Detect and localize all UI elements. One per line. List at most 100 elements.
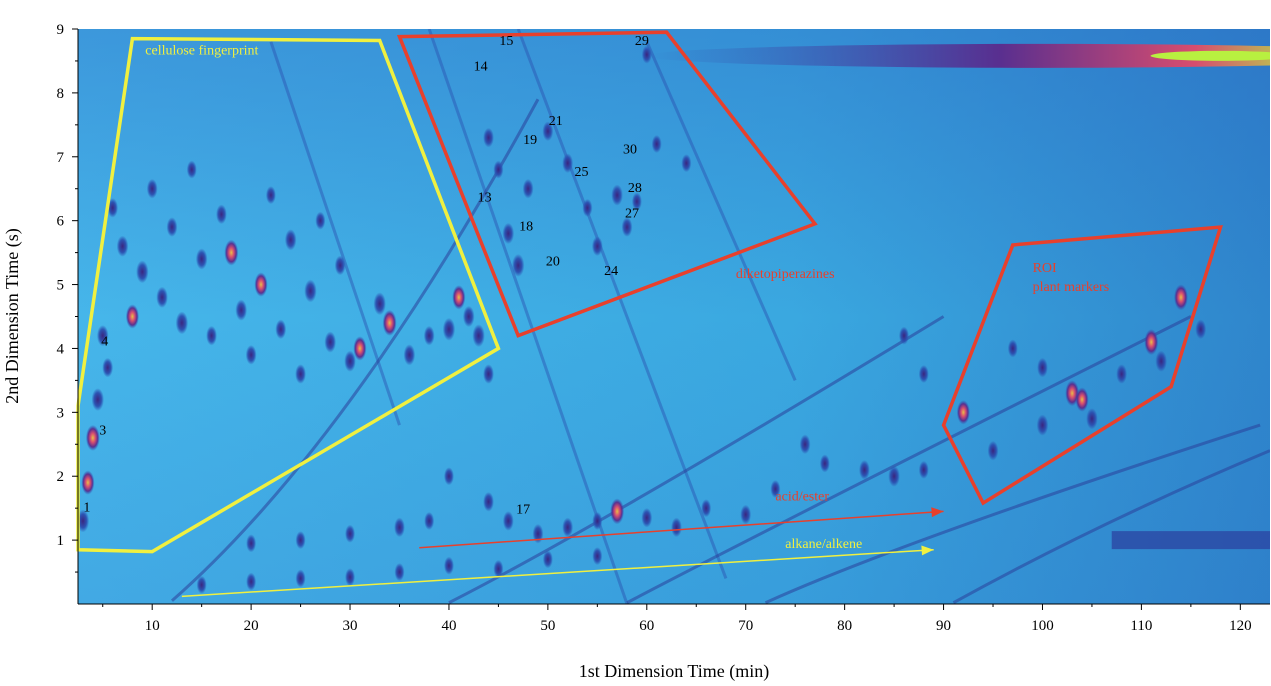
peak-82: [394, 563, 405, 582]
peak-91: [1075, 387, 1089, 412]
trend-arrow-head-1: [921, 545, 934, 556]
bleed-arc-2: [626, 315, 1192, 604]
x-tick-label-110: 110: [1130, 618, 1152, 634]
arrow-layer: acid/ester alkane/alkene: [181, 490, 944, 598]
x-tick-label-100: 100: [1031, 618, 1054, 634]
peak-number-label-28: 28: [628, 181, 642, 196]
region-outline-2: [941, 225, 1223, 506]
peak-39: [472, 324, 485, 348]
plot-background-shade: [78, 29, 1270, 604]
peak-64: [532, 523, 544, 544]
y-tick-label-6: 6: [57, 214, 65, 230]
peak-number-label-3: 3: [99, 424, 106, 439]
peak-23: [275, 319, 287, 340]
peak-44: [511, 253, 525, 277]
peak-93: [1116, 364, 1128, 384]
peak-47: [562, 153, 574, 173]
trend-arrow-line-0: [419, 510, 944, 549]
y-tick-label-1: 1: [57, 533, 65, 549]
peak-97: [1195, 319, 1207, 340]
peak-69: [671, 517, 682, 538]
peak-2: [85, 424, 100, 451]
peak-13: [175, 311, 189, 335]
peak-18: [224, 239, 239, 266]
peak-21: [254, 272, 268, 297]
peak-50: [611, 184, 623, 206]
peak-95: [1155, 350, 1167, 372]
peak-85: [542, 550, 553, 569]
region-label-0: cellulose fingerprint: [145, 44, 258, 59]
peak-45: [522, 178, 534, 199]
peak-48: [582, 198, 593, 217]
top-band: [646, 43, 1270, 68]
peak-86: [592, 547, 603, 566]
peak-92: [1086, 408, 1098, 430]
peak-6: [107, 198, 119, 218]
x-tick-label-120: 120: [1229, 618, 1252, 634]
peak-number-label-18: 18: [519, 219, 533, 234]
peak-43: [502, 222, 515, 245]
peak-22: [265, 186, 276, 205]
x-tick-label-90: 90: [936, 618, 951, 634]
peak-74: [819, 454, 830, 473]
x-tick-label-10: 10: [145, 618, 160, 634]
x-tick-label-60: 60: [639, 618, 654, 634]
x-tick-label-30: 30: [343, 618, 358, 634]
peak-100: [918, 365, 929, 383]
peak-59: [394, 517, 405, 538]
bleed-arc-3: [764, 423, 1261, 604]
peak-101: [898, 326, 909, 345]
peak-63: [502, 511, 514, 531]
peak-78: [196, 575, 207, 594]
y-tick-label-8: 8: [57, 86, 65, 102]
y-tick-label-4: 4: [57, 341, 65, 357]
peak-40: [483, 364, 494, 384]
peak-32: [373, 292, 386, 316]
peak-71: [740, 504, 752, 525]
peak-10: [146, 178, 158, 199]
peak-15: [195, 248, 208, 270]
peak-70: [701, 499, 712, 518]
peak-61: [443, 467, 454, 486]
peak-60: [424, 511, 435, 530]
peak-number-label-29: 29: [635, 34, 649, 49]
trend-arrow-head-0: [931, 507, 944, 518]
y-tick-label-9: 9: [57, 22, 65, 38]
x-ticks: 10 20 30 40 50 60 70 80 90 100 110 120: [102, 604, 1252, 634]
trend-arrow-label-1: alkane/alkene: [785, 537, 862, 552]
streak-2: [645, 41, 797, 381]
streak-1: [516, 29, 728, 579]
peak-number-label-15: 15: [499, 34, 513, 49]
peak-7: [116, 235, 129, 257]
x-tick-label-40: 40: [441, 618, 456, 634]
peak-56: [246, 534, 257, 553]
plot-area: [78, 29, 1270, 604]
peak-1: [81, 470, 95, 495]
peak-52: [631, 192, 642, 211]
peak-number-label-13: 13: [478, 191, 492, 206]
peak-30: [344, 350, 356, 372]
y-tick-label-2: 2: [57, 469, 65, 485]
peak-65: [562, 517, 574, 538]
peak-57: [295, 531, 306, 550]
peak-16: [206, 325, 217, 346]
peak-66: [592, 511, 603, 530]
peak-14: [186, 160, 197, 179]
peak-62: [483, 491, 494, 512]
bleed-arc-1: [448, 315, 945, 604]
peak-number-label-4: 4: [101, 334, 108, 349]
peak-5: [102, 357, 114, 378]
peak-8: [125, 304, 140, 329]
bottom-band: [1111, 531, 1270, 550]
peak-89: [1036, 414, 1049, 436]
peak-4: [96, 325, 109, 347]
peak-number-label-20: 20: [546, 254, 560, 269]
peak-38: [462, 305, 475, 328]
peak-20: [245, 345, 257, 365]
bleed-arc-4: [952, 449, 1270, 604]
trend-arrow-label-0: acid/ester: [775, 490, 829, 505]
peak-94: [1144, 329, 1159, 356]
peak-75: [859, 460, 870, 480]
peak-27: [315, 211, 326, 230]
